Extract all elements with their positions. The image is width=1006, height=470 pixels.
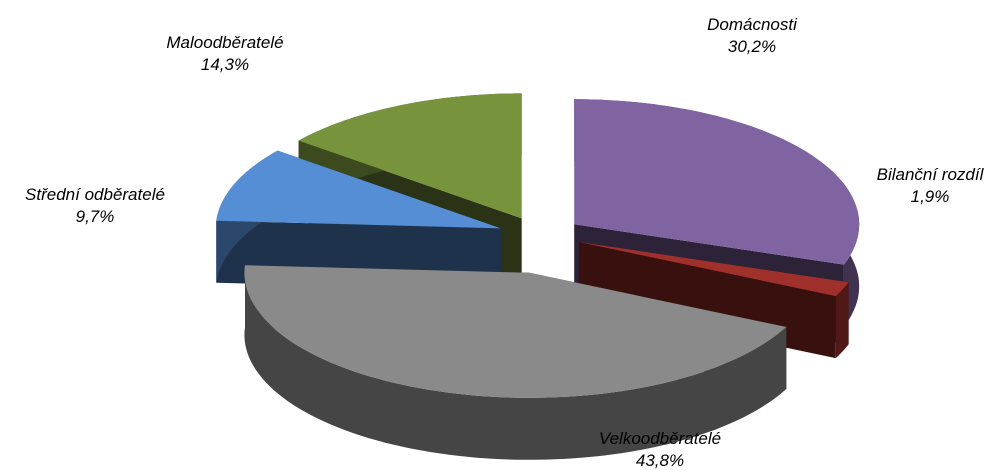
slice-label: Maloodběratelé bbox=[166, 33, 283, 52]
slice-top bbox=[574, 99, 860, 265]
slice-wall bbox=[244, 265, 787, 460]
slice-top bbox=[578, 242, 849, 297]
slice-wall bbox=[835, 282, 849, 359]
slice-value-label: 14,3% bbox=[201, 55, 249, 74]
slice-label: Bilanční rozdíl bbox=[877, 165, 985, 184]
slice-value-label: 43,8% bbox=[636, 451, 684, 470]
slice-value-label: 30,2% bbox=[728, 37, 776, 56]
slice-label: Střední odběratelé bbox=[25, 185, 165, 204]
slice-value-label: 9,7% bbox=[76, 207, 115, 226]
slice-top bbox=[298, 93, 522, 219]
slice-label: Domácnosti bbox=[707, 15, 798, 34]
slice-top bbox=[244, 265, 787, 398]
slice-label: Velkoodběratelé bbox=[599, 429, 721, 448]
slice-top bbox=[216, 150, 501, 229]
slice-value-label: 1,9% bbox=[911, 187, 950, 206]
pie-slice bbox=[244, 265, 787, 460]
